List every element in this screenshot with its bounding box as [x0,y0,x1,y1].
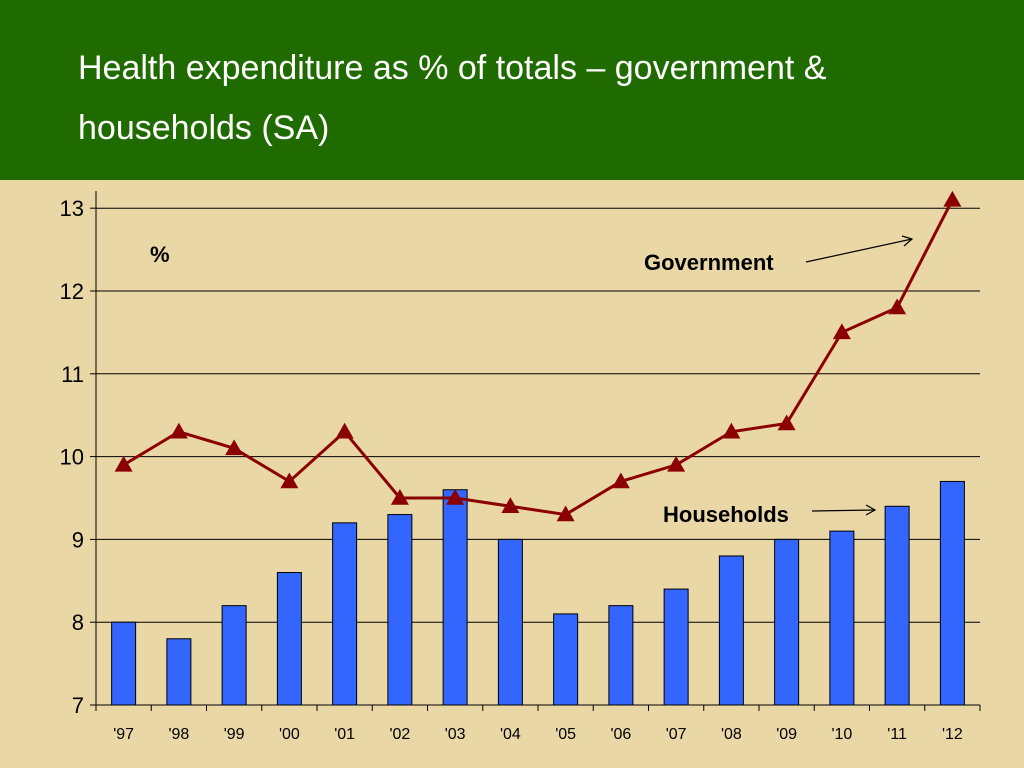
households-bar [332,522,358,706]
x-tick-label: '06 [610,726,631,743]
households-bar [221,605,247,706]
government-point [169,422,188,439]
households-bar [774,538,800,706]
government-point [501,497,520,514]
x-tick-label: '03 [445,726,466,743]
households-bar [387,514,413,706]
x-tick-labels: '97 '98 '99 '00 '01 '02 '03 '04 '05 '06 '07 '08 '09 '… [113,726,963,743]
y-tick-label: 10 [60,445,84,470]
government-point [888,298,907,315]
households-bar [442,489,468,706]
title-banner: Health expenditure as % of totals – gove… [0,0,1024,180]
x-tick-label: '12 [942,726,963,743]
x-tick-label: '97 [113,726,134,743]
government-arrowhead [901,235,914,247]
households-arrowhead [865,504,877,516]
households-bar [884,505,910,706]
government-point [446,489,465,505]
y-tick-label: 9 [72,527,84,552]
government-point [556,505,575,522]
x-tick-label: '08 [721,726,742,743]
x-tick-label: '99 [224,726,245,743]
x-tick-label: '05 [555,726,576,743]
y-tick-label: 7 [72,693,84,718]
x-tick-label: '02 [389,726,410,743]
unit-label: % [150,242,170,267]
government-point [722,422,741,439]
households-arrow [811,509,876,512]
x-tick-label: '10 [831,726,852,743]
government-series-line [122,199,954,517]
government-line [114,190,962,522]
households-bar [663,588,689,706]
households-bar [111,621,137,706]
government-point [943,190,962,207]
government-point [335,422,354,439]
households-bars [111,480,965,706]
y-tick-label: 13 [60,196,84,221]
x-tick-label: '09 [776,726,797,743]
government-arrow [805,238,913,263]
government-point [611,472,630,489]
government-point [777,414,796,431]
y-tick-label: 8 [72,610,84,635]
households-bar [497,538,523,706]
households-bar [829,530,855,706]
x-tick-label: '01 [334,726,355,743]
x-tick-label: '07 [666,726,687,743]
y-tick-label: 11 [61,362,84,387]
government-point [280,472,299,489]
households-bar [718,555,744,706]
x-tick-label: '98 [168,726,189,743]
x-tick-label: '04 [500,726,521,743]
households-bar [276,572,302,706]
y-tick-label: 12 [60,279,84,304]
x-tick-label: '00 [279,726,300,743]
y-tick-labels: 7 8 9 10 11 12 13 [60,196,84,718]
households-bar [939,480,965,706]
government-point [225,439,244,456]
government-label: Government [644,250,774,275]
households-bar [608,605,634,706]
government-point [667,455,686,472]
page-title: Health expenditure as % of totals – gove… [78,49,827,147]
x-tick-label: '11 [887,726,907,743]
households-label: Households [663,502,789,527]
households-bar [166,638,192,706]
government-point [114,455,133,472]
government-point [832,323,851,340]
households-bar [553,613,579,706]
government-point [390,489,409,505]
